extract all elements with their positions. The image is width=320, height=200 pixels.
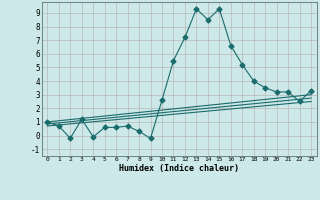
X-axis label: Humidex (Indice chaleur): Humidex (Indice chaleur) (119, 164, 239, 173)
